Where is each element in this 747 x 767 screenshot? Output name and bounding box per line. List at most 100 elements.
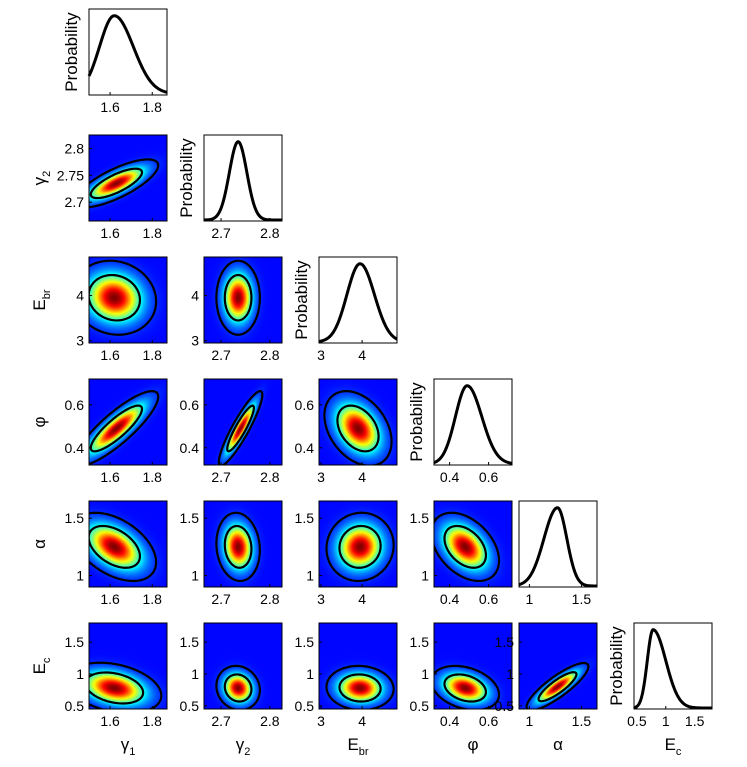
y-tick-label: 1.5 (410, 634, 430, 650)
panel-frame (433, 622, 513, 710)
contour-2sigma (89, 158, 160, 209)
y-tick-label: 4 (76, 287, 84, 303)
y-tick-label: 1.5 (495, 634, 515, 650)
joint-panel-alpha-Ec: 1 1.5 0.5 1 1.5 (495, 622, 598, 729)
panel-frame (88, 500, 168, 588)
y-tick-label: 0.6 (65, 397, 85, 413)
y-tick-label: 1 (506, 666, 514, 682)
x-tick-label: 2.7 (211, 591, 231, 607)
contour-2sigma (89, 661, 163, 709)
marginal-curve-Ec (633, 628, 712, 710)
contour-2sigma (215, 664, 261, 709)
y-tick-label: 1 (191, 568, 199, 584)
x-tick-label: 1.6 (100, 225, 120, 241)
joint-panel-phi-Ec: 0.4 0.60.511.5 (410, 622, 513, 729)
x-tick-label: 3 (317, 591, 325, 607)
marginal-curve-alpha (518, 506, 597, 588)
x-tick-label: 1.6 (100, 713, 120, 729)
x-tick-label: 1.6 (100, 469, 120, 485)
y-tick-label: 1.5 (180, 510, 200, 526)
marginal-panel-Ec: 0.5 1 1.5 Probability (607, 622, 713, 729)
x-tick-label: 0.6 (479, 469, 499, 485)
marginal-curve-phi (433, 384, 513, 465)
contour-2sigma (217, 390, 264, 465)
density-heatmap (204, 379, 282, 465)
contour-1sigma (336, 404, 380, 453)
x-tick-label: 1.8 (143, 469, 163, 485)
y-tick-label: 0.5 (65, 698, 85, 714)
x-tick-label: 1.6 (100, 99, 120, 115)
contour-2sigma (325, 664, 395, 709)
panel-frame (318, 622, 398, 710)
panel-frame (203, 622, 283, 710)
x-tick-label: 2.7 (211, 347, 231, 363)
x-tick-label: 2.8 (260, 591, 280, 607)
contour-1sigma (338, 673, 382, 703)
density-heatmap (89, 257, 167, 343)
y-tick-label: 0.5 (410, 698, 430, 714)
x-tick-label: 0.6 (479, 591, 499, 607)
x-axis-label-g1: γ1 (121, 735, 136, 758)
x-tick-label: 4 (358, 347, 366, 363)
contour-1sigma (89, 273, 142, 322)
x-tick-label: 1.5 (572, 591, 592, 607)
y-tick-label: 1.5 (295, 510, 315, 526)
density-heatmap (319, 501, 397, 587)
y-axis-label-alpha: α (30, 539, 49, 549)
x-axis-label-alpha: α (553, 735, 563, 754)
probability-label: Probability (607, 626, 626, 706)
joint-panel-phi-alpha: 0.4 0.6 1 1.5 (410, 500, 513, 607)
y-tick-label: 0.6 (295, 397, 315, 413)
probability-label: Probability (177, 138, 196, 218)
y-tick-label: 1.5 (65, 510, 85, 526)
panel-frame (88, 256, 168, 344)
panel-frame (88, 8, 168, 96)
contour-2sigma (325, 511, 395, 583)
contour-2sigma (89, 259, 158, 336)
y-tick-label: 1 (306, 568, 314, 584)
y-tick-label: 0.6 (180, 397, 200, 413)
x-tick-label: 1.5 (685, 713, 705, 729)
joint-panel-g1-phi: 1.6 1.8 0.4 0.6 (65, 378, 168, 485)
joint-panel-Ebr-alpha: 3 4 1 1.5 (295, 500, 398, 607)
x-tick-label: 0.6 (479, 713, 499, 729)
contour-1sigma (223, 673, 253, 703)
joint-panel-g1-g2: 1.6 1.8 2.7 2.75 2.8 (57, 134, 168, 241)
contour-1sigma (226, 404, 256, 453)
contour-2sigma (525, 661, 590, 709)
y-tick-label: 1 (76, 666, 84, 682)
x-tick-label: 0.4 (440, 469, 460, 485)
contour-2sigma (434, 664, 501, 709)
y-axis-label-Ec: Ec (30, 657, 53, 674)
marginal-curve-g1 (87, 14, 168, 94)
x-axis-label-Ebr: Ebr (347, 735, 368, 758)
x-axis-label-Ec: Ec (665, 735, 682, 758)
x-tick-label: 1.8 (143, 347, 163, 363)
joint-panel-Ebr-Ec: 3 4 0.5 1 1.5 (295, 622, 398, 729)
y-tick-label: 4 (191, 287, 199, 303)
x-tick-label: 2.8 (260, 469, 280, 485)
x-tick-label: 0.4 (440, 591, 460, 607)
y-tick-label: 0.5 (295, 698, 315, 714)
probability-label: Probability (62, 12, 81, 92)
panel-frame (203, 500, 283, 588)
panel-frame (88, 378, 168, 466)
joint-panel-g2-alpha: 2.7 2.8 1 1.5 (180, 500, 283, 607)
panel-frame (318, 378, 398, 466)
probability-label: Probability (407, 382, 426, 462)
density-heatmap (319, 379, 397, 465)
joint-panel-g2-Ec: 2.7 2.8 0.5 1 1.5 (180, 622, 283, 729)
contour-1sigma (89, 671, 145, 705)
panel-frame (88, 134, 168, 222)
contour-1sigma (443, 673, 488, 703)
panel-frame (433, 378, 513, 466)
x-tick-label: 1.6 (100, 591, 120, 607)
y-tick-label: 0.4 (65, 440, 85, 456)
panel-frame (203, 134, 283, 222)
contour-1sigma (537, 671, 578, 703)
joint-panel-Ebr-phi: 3 4 0.4 0.6 (295, 378, 398, 485)
contour-2sigma (434, 511, 501, 583)
x-tick-label: 1 (526, 713, 534, 729)
x-tick-label: 1 (526, 591, 534, 607)
